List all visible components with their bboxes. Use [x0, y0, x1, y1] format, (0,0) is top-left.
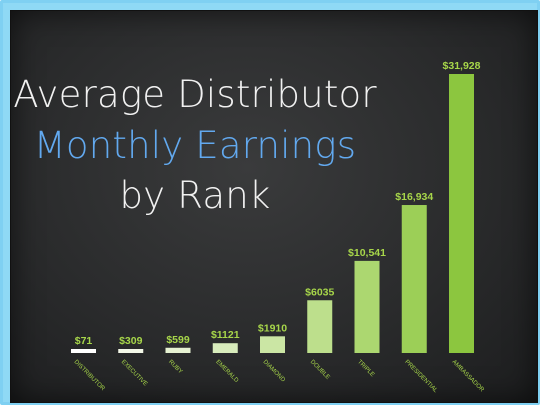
- value-label-presidential: $16,934: [395, 191, 433, 203]
- bar-ruby: [165, 347, 191, 353]
- value-label-ambassador: $31,928: [443, 60, 481, 72]
- title-line-2: Monthly Earnings: [33, 124, 357, 167]
- title-line-1: Average Distributor: [13, 73, 377, 116]
- bar-presidential: [401, 205, 427, 353]
- category-label-presidential: PRESIDENTIAL: [403, 359, 438, 394]
- value-label-triple: $10,541: [348, 247, 386, 259]
- value-label-emerald: $1121: [211, 329, 240, 341]
- category-label-distributor: DISTRIBUTOR: [73, 359, 106, 392]
- category-label-executive: EXECUTIVE: [120, 359, 148, 387]
- category-label-ambassador: AMBASSADOR: [451, 359, 486, 394]
- category-label-triple: TRIPLE: [356, 359, 375, 378]
- value-label-executive: $309: [119, 335, 143, 347]
- category-label-diamond: DIAMOND: [262, 359, 287, 384]
- title-line-3: by Rank: [119, 174, 271, 217]
- value-label-diamond: $1910: [258, 322, 287, 334]
- bar-triple: [354, 260, 380, 353]
- category-label-double: DOUBLE: [309, 359, 331, 381]
- bar-distributor: [71, 349, 96, 353]
- bar-diamond: [260, 336, 285, 353]
- value-label-distributor: $71: [75, 335, 93, 347]
- bar-ambassador: [449, 74, 474, 353]
- value-label-double: $6035: [305, 286, 334, 298]
- category-label-ruby: RUBY: [167, 359, 183, 375]
- category-label-emerald: EMERALD: [214, 359, 239, 384]
- bar-emerald: [212, 343, 238, 353]
- value-label-ruby: $599: [166, 334, 190, 346]
- bar-double: [307, 300, 333, 353]
- bar-executive: [118, 349, 144, 353]
